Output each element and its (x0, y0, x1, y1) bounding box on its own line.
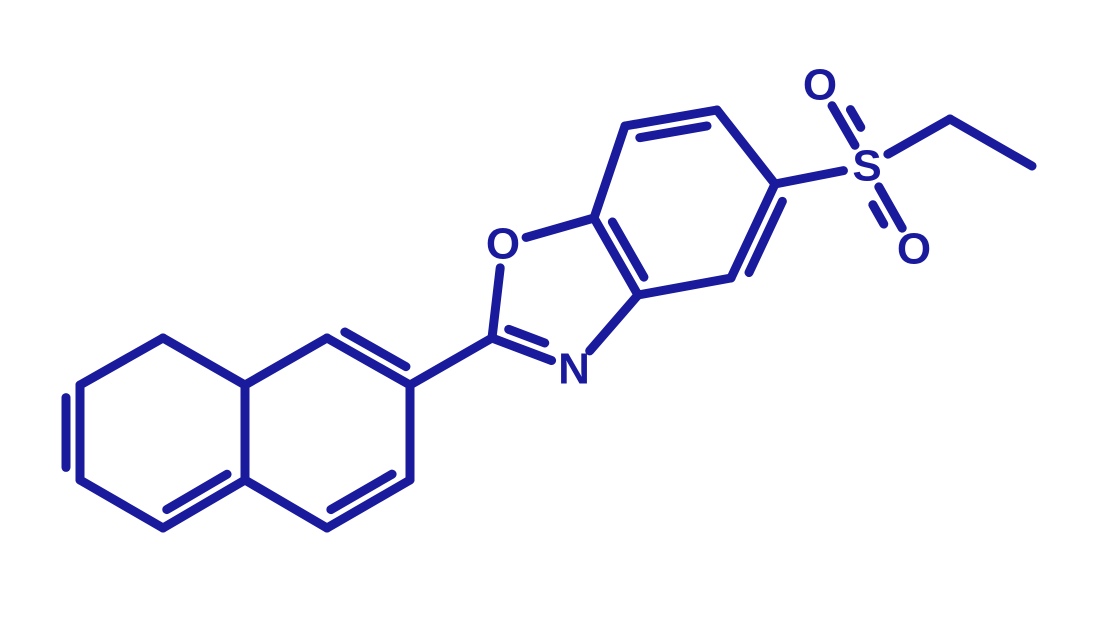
atom-label-n: N (558, 345, 590, 394)
molecule-diagram: ONSOO (0, 0, 1100, 631)
atom-label-s: S (852, 142, 881, 191)
atom-label-o: O (897, 225, 931, 274)
atom-label-o: O (486, 220, 520, 269)
atom-label-o: O (803, 61, 837, 110)
